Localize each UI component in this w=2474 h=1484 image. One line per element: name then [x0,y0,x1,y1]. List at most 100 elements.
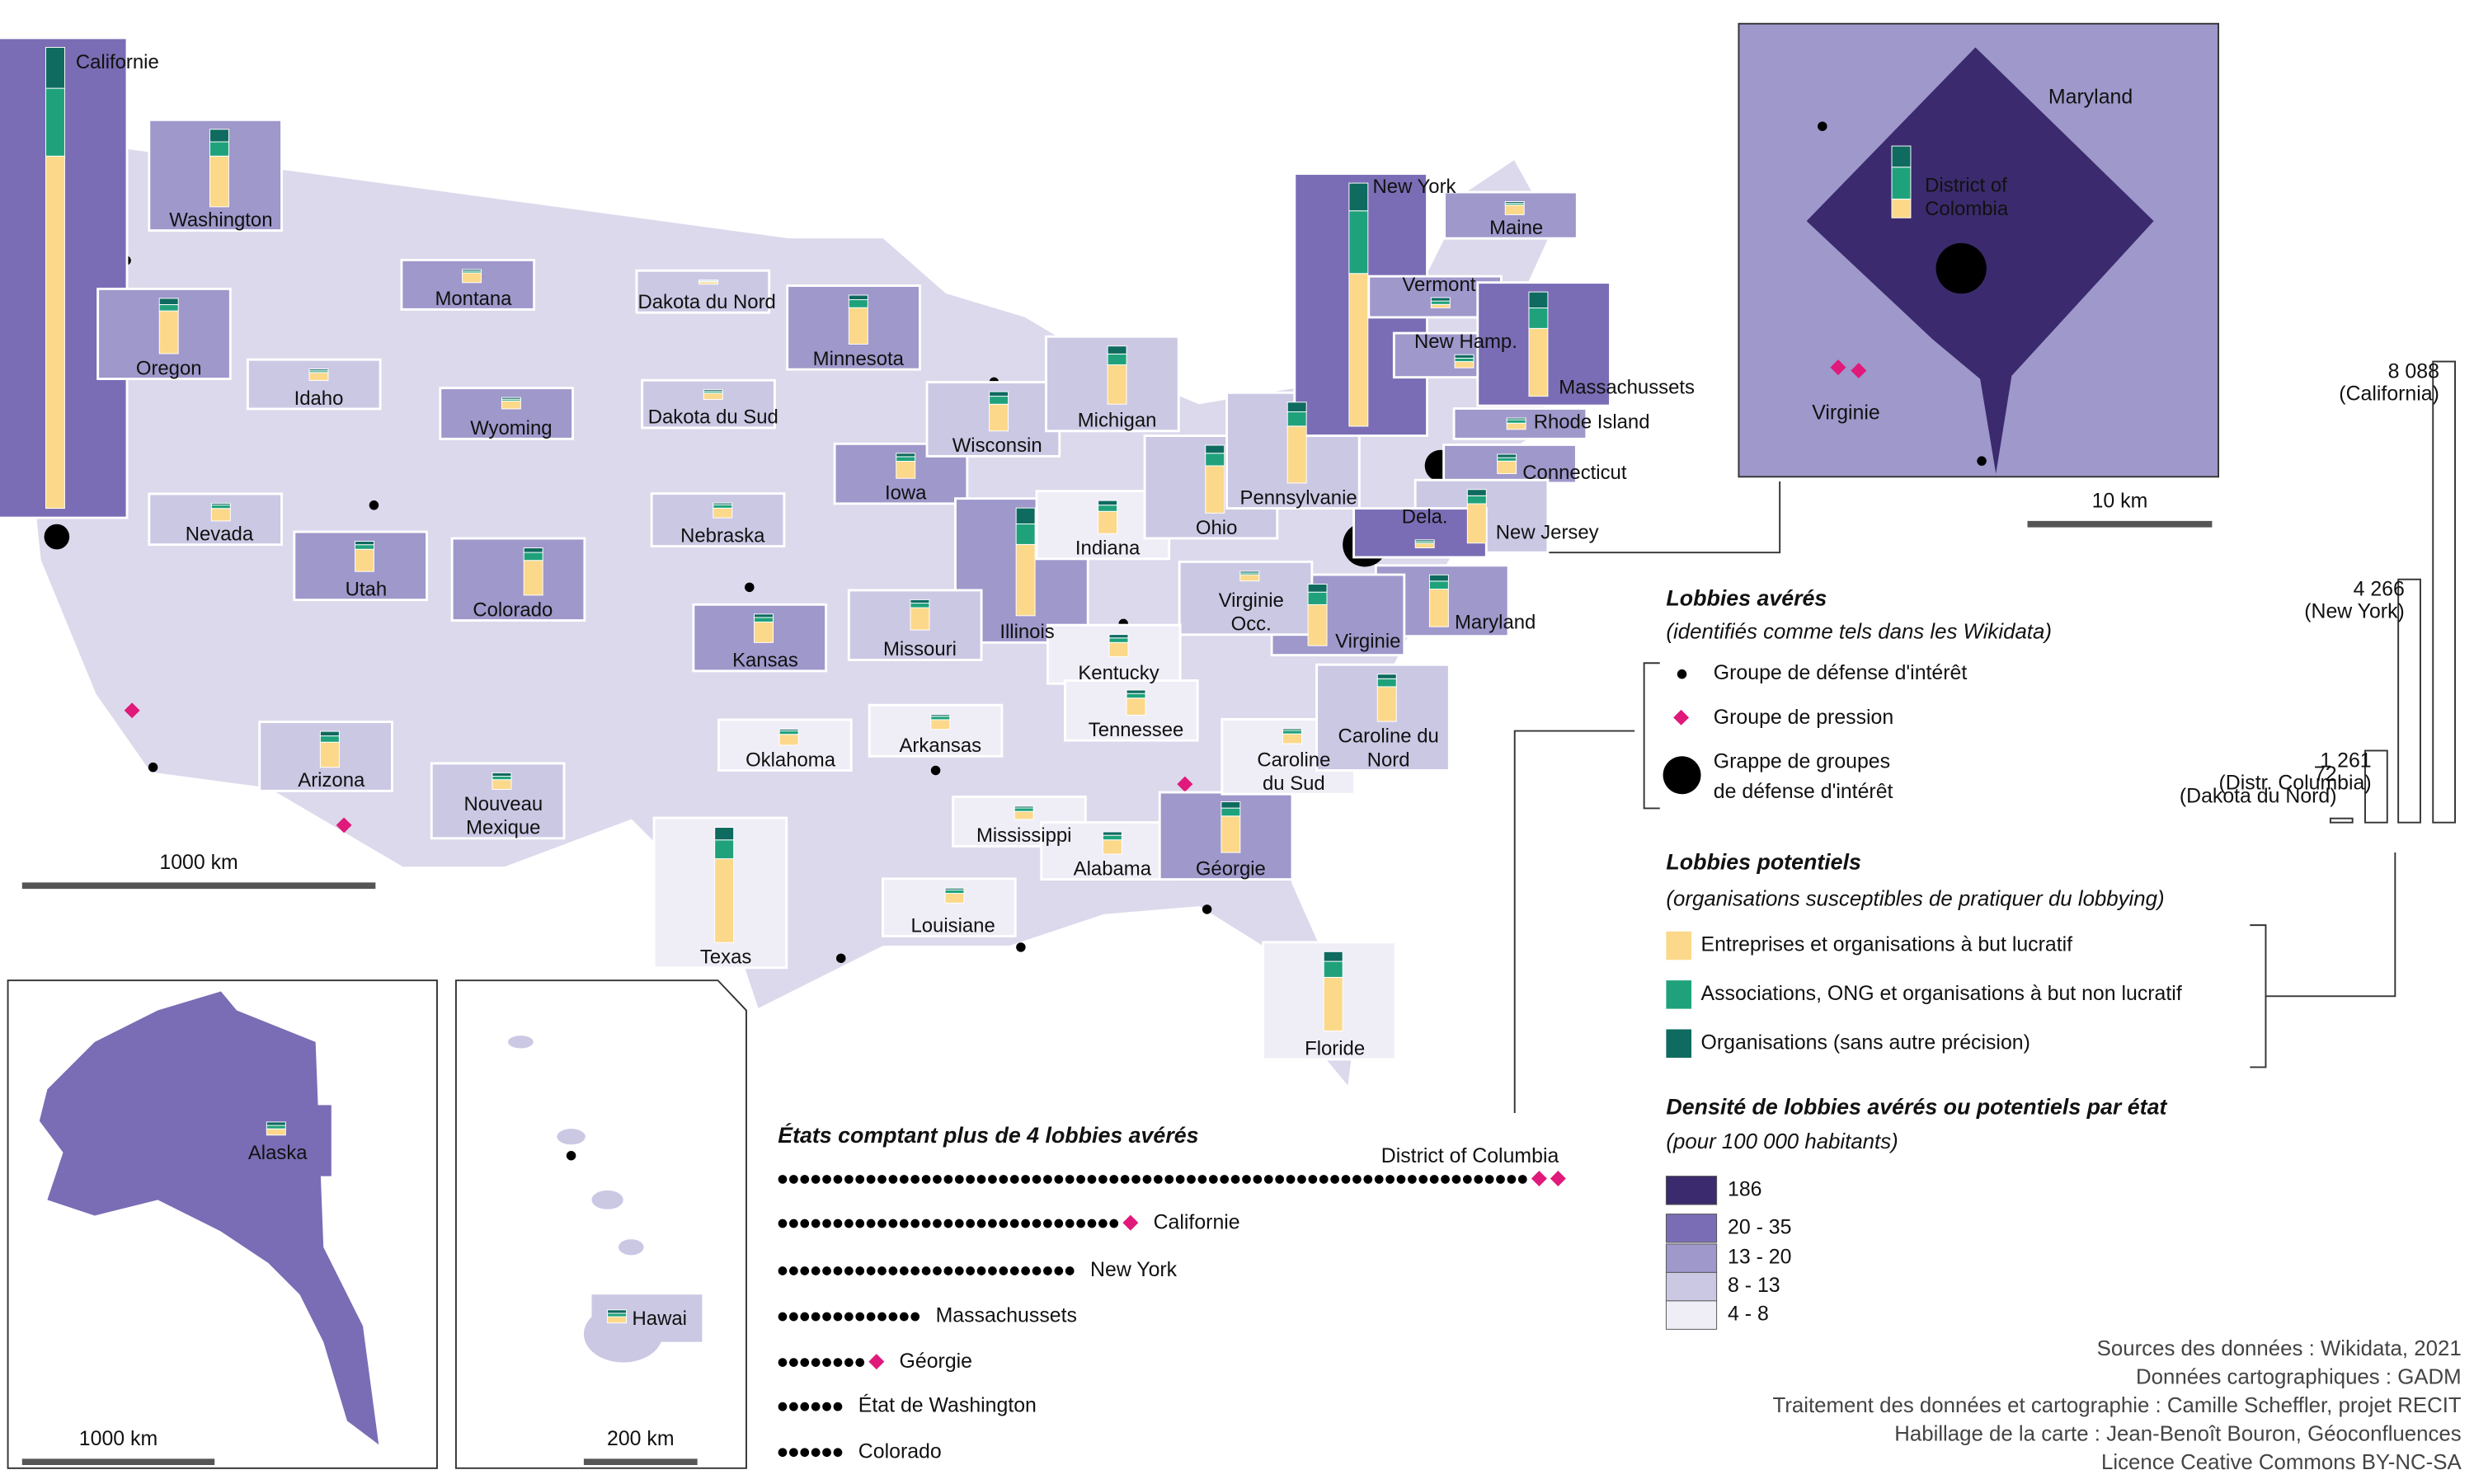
lobby-bar [607,1309,628,1314]
state-label: Wisconsin [952,434,1042,457]
ranking-dot [1507,1175,1517,1184]
ranking-dot [1242,1175,1251,1184]
lobby-bar [1506,417,1526,420]
state-label: Nebraska [680,524,765,547]
ranking-dot [1065,1219,1075,1228]
lobby-bar [930,714,951,717]
ranking-dot [1286,1175,1296,1184]
lobby-bar [355,544,374,550]
lobby-bar [1098,500,1118,506]
ranking-dot [999,1266,1009,1275]
ranking-dot [855,1219,865,1228]
lobby-bar [523,552,543,561]
ranking-dot [822,1219,831,1228]
legend-swatch [1665,1214,1718,1243]
state-label: New Jersey [1496,522,1599,544]
lobby-bar [778,730,799,735]
total-value: 1 261 [2320,749,2371,772]
ranking-leader [1513,730,1635,1113]
lobby-bar [1102,831,1122,836]
ranking-dot [1352,1175,1362,1184]
state-area [868,703,1004,758]
lobby-bar [210,508,231,522]
total-name: (Dakota du Nord) [2180,785,2337,808]
total-bar [2329,817,2354,824]
lobby-bar [930,716,951,721]
ranking-dot [833,1358,843,1367]
lobby-bar [1286,411,1307,427]
ranking-dot [888,1266,898,1275]
ranking-dot [1021,1175,1030,1184]
ranking-dot [1441,1175,1450,1184]
total-name: (Distr. Columbia) [2218,771,2371,794]
lobby-bar [848,294,868,301]
lobby-bar [209,129,229,143]
lobby-bar [1891,167,1912,200]
ranking-dot [1009,1219,1019,1228]
lobby-bar [714,858,735,943]
legend-swatch [1665,1271,1718,1302]
ranking-dot [855,1312,865,1322]
legend-item: Grappe de groupes [1714,749,1890,773]
lobby-bar [896,456,916,462]
state-label: Rhode Island [1534,411,1650,433]
ranking-dot [910,1175,920,1184]
ranking-dot [822,1266,831,1275]
legend-subtitle: (identifiés comme tels dans les Wikidata… [1666,621,2052,644]
ranking-dot [866,1175,876,1184]
ranking-dot [1087,1175,1097,1184]
state-label: Caroline du [1338,726,1439,748]
lobby-bar [1414,542,1435,548]
ranking-dot [800,1448,810,1458]
scale-label: 1000 km [159,851,238,874]
lobby-bar [1126,697,1146,716]
ranking-dot [833,1402,843,1411]
state-label: Montana [435,288,512,310]
state-label: Indiana [1075,538,1141,560]
lobby-bar [1015,524,1036,545]
ranking-dot [921,1175,931,1184]
ranking-dot [822,1448,831,1458]
ranking-dot [1374,1175,1384,1184]
state-label: Kentucky [1078,662,1159,684]
state-label: Pennsylvanie [1240,486,1357,509]
lobby-bar [607,1313,628,1317]
pressure-marks [124,359,1867,834]
state-label: Minnesota [813,348,905,370]
state-label: Colombia [1925,198,2009,220]
ranking-dot [1275,1175,1285,1184]
lobby-bar [1205,444,1225,454]
ranking-dot [1120,1175,1130,1184]
lobby-bar [1428,589,1449,627]
legend-swatch [1666,1029,1692,1058]
ranking-dot [1054,1266,1064,1275]
lobby-bar [989,396,1009,405]
state-label: Caroline [1257,749,1330,771]
inset-label: Virginie [1812,401,1879,424]
lobby-bar [308,372,329,381]
ranking-name: Massachussets [936,1304,1077,1327]
lobby-bar [1466,503,1487,544]
alaska-area [220,1105,332,1176]
lobby-bar [492,772,512,777]
lobby-bar [1428,580,1449,590]
ranking-dot [1142,1175,1152,1184]
lobby-bar [778,734,799,746]
legend-item: 4 - 8 [1728,1303,1769,1326]
ranking-dot [1021,1266,1030,1275]
ranking-diamond [1122,1214,1139,1231]
ranking-dot [1076,1219,1085,1228]
lobby-bar [1307,584,1328,593]
lobby-bar [703,392,723,400]
ranking-dot [1462,1175,1472,1184]
ranking-dot [1098,1175,1108,1184]
ranking-dot [999,1219,1009,1228]
lobby-bar [1126,693,1146,699]
ranking-row [778,1175,1527,1184]
legend-item: 186 [1728,1177,1761,1200]
lobby-bar [266,1128,286,1136]
ranking-dot [921,1219,931,1228]
ranking-dot [976,1175,986,1184]
ranking-dot [1175,1175,1185,1184]
ranking-dot [822,1175,831,1184]
